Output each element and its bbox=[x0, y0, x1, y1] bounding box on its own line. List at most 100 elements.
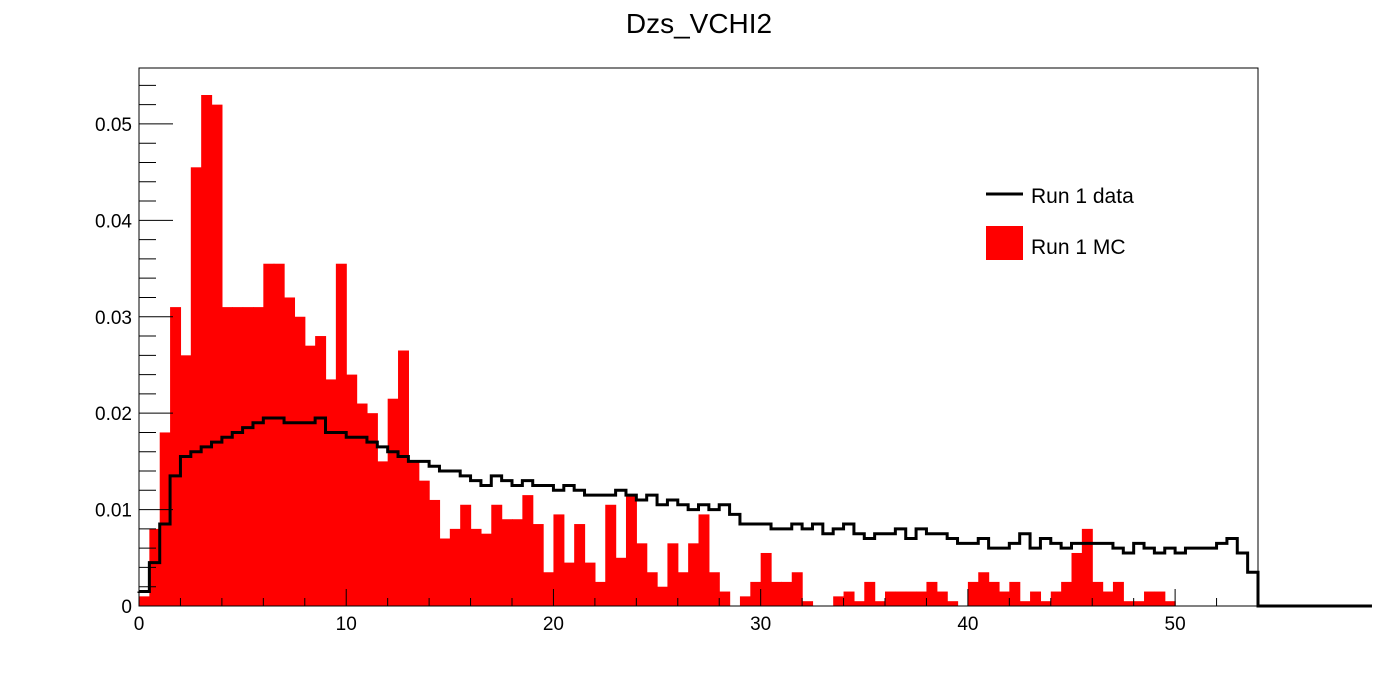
mc-bar bbox=[315, 336, 327, 606]
mc-bar bbox=[335, 263, 347, 606]
mc-bar bbox=[667, 543, 679, 606]
mc-bar bbox=[1061, 581, 1073, 606]
mc-bar bbox=[802, 601, 814, 606]
mc-bar bbox=[1081, 528, 1093, 606]
legend-label-data: Run 1 data bbox=[1031, 185, 1134, 208]
chart-title: Dzs_VCHI2 bbox=[626, 8, 772, 39]
mc-bar bbox=[263, 263, 275, 606]
mc-bar bbox=[936, 591, 948, 606]
mc-bar bbox=[398, 350, 409, 606]
mc-bar bbox=[967, 581, 979, 606]
mc-bar bbox=[1102, 591, 1114, 606]
mc-bar bbox=[1112, 581, 1124, 606]
mc-bar bbox=[843, 591, 855, 606]
mc-bar bbox=[512, 519, 523, 606]
mc-bar bbox=[356, 403, 368, 606]
mc-bar bbox=[584, 562, 596, 606]
mc-bar bbox=[543, 572, 555, 606]
mc-bar bbox=[574, 524, 586, 606]
mc-bar bbox=[366, 413, 378, 606]
mc-bar bbox=[1133, 601, 1145, 606]
mc-bar bbox=[480, 533, 492, 606]
mc-bar bbox=[387, 398, 399, 606]
mc-bar bbox=[750, 581, 762, 606]
axes: 0 10 20 30 40 50 0 0.01 0.02 0.03 0.04 0.05 bbox=[95, 68, 1259, 635]
mc-bar bbox=[1030, 591, 1042, 606]
mc-histogram-series bbox=[139, 95, 1176, 606]
mc-bar bbox=[346, 374, 358, 606]
mc-bar bbox=[708, 572, 720, 606]
mc-bar bbox=[885, 591, 896, 606]
mc-bar bbox=[429, 499, 441, 606]
mc-bar bbox=[252, 307, 264, 606]
mc-bar bbox=[242, 307, 254, 606]
mc-bar bbox=[688, 543, 700, 606]
mc-bar bbox=[677, 572, 689, 606]
legend-label-mc: Run 1 MC bbox=[1031, 236, 1126, 259]
mc-bar bbox=[864, 581, 876, 606]
mc-bar bbox=[791, 572, 803, 606]
x-tick-label: 50 bbox=[1165, 614, 1186, 635]
x-tick-label: 20 bbox=[543, 614, 564, 635]
mc-bar bbox=[553, 514, 565, 606]
mc-bar bbox=[905, 591, 917, 606]
mc-bar bbox=[491, 504, 503, 606]
mc-bar bbox=[1164, 601, 1176, 606]
y-tick-label: 0.01 bbox=[95, 501, 132, 522]
mc-bar bbox=[221, 307, 233, 606]
mc-bar bbox=[449, 528, 461, 606]
mc-bar bbox=[988, 581, 1000, 606]
mc-bar bbox=[418, 480, 430, 606]
mc-bar bbox=[719, 591, 731, 606]
mc-bar bbox=[947, 601, 959, 606]
mc-bar bbox=[325, 379, 337, 606]
mc-bar bbox=[853, 601, 865, 606]
mc-bar bbox=[1144, 591, 1155, 606]
mc-bar bbox=[926, 581, 938, 606]
mc-bar bbox=[159, 432, 171, 606]
mc-bar bbox=[1009, 581, 1021, 606]
mc-bar bbox=[998, 591, 1010, 606]
mc-bar bbox=[895, 591, 907, 606]
mc-bar bbox=[1154, 591, 1166, 606]
mc-bar bbox=[698, 514, 710, 606]
mc-bar bbox=[646, 572, 658, 606]
mc-bar bbox=[978, 572, 990, 606]
mc-bar bbox=[636, 543, 648, 606]
mc-bar bbox=[739, 596, 751, 606]
mc-bar bbox=[1040, 601, 1052, 606]
mc-bar bbox=[294, 316, 306, 606]
mc-bar bbox=[522, 495, 534, 606]
mc-bar bbox=[1123, 601, 1135, 606]
legend: Run 1 data Run 1 MC bbox=[986, 185, 1134, 260]
mc-bar bbox=[273, 263, 285, 606]
y-tick-label: 0.03 bbox=[95, 308, 132, 329]
mc-bar bbox=[615, 557, 627, 606]
mc-bar bbox=[139, 596, 150, 606]
mc-bar bbox=[408, 461, 420, 606]
mc-bar bbox=[439, 538, 451, 606]
y-tick-label: 0.05 bbox=[95, 115, 132, 136]
x-tick-label: 0 bbox=[134, 614, 145, 635]
mc-bar bbox=[1092, 581, 1104, 606]
mc-bar bbox=[594, 581, 606, 606]
mc-bar bbox=[470, 528, 482, 606]
mc-bar bbox=[180, 355, 192, 606]
x-tick-label: 40 bbox=[957, 614, 978, 635]
mc-bar bbox=[460, 504, 472, 606]
mc-bar bbox=[563, 562, 575, 606]
mc-bar bbox=[501, 519, 513, 606]
mc-bar bbox=[1050, 591, 1062, 606]
mc-bar bbox=[1071, 552, 1083, 606]
mc-bar bbox=[201, 95, 213, 606]
mc-bar bbox=[874, 601, 886, 606]
x-tick-label: 10 bbox=[336, 614, 357, 635]
mc-bar bbox=[284, 297, 296, 606]
mc-bar bbox=[211, 104, 223, 606]
y-tick-label: 0.04 bbox=[95, 211, 132, 232]
mc-bar bbox=[304, 345, 316, 606]
x-tick-label: 30 bbox=[750, 614, 771, 635]
mc-bar bbox=[605, 504, 617, 606]
mc-bar bbox=[771, 581, 782, 606]
mc-bar bbox=[781, 581, 793, 606]
